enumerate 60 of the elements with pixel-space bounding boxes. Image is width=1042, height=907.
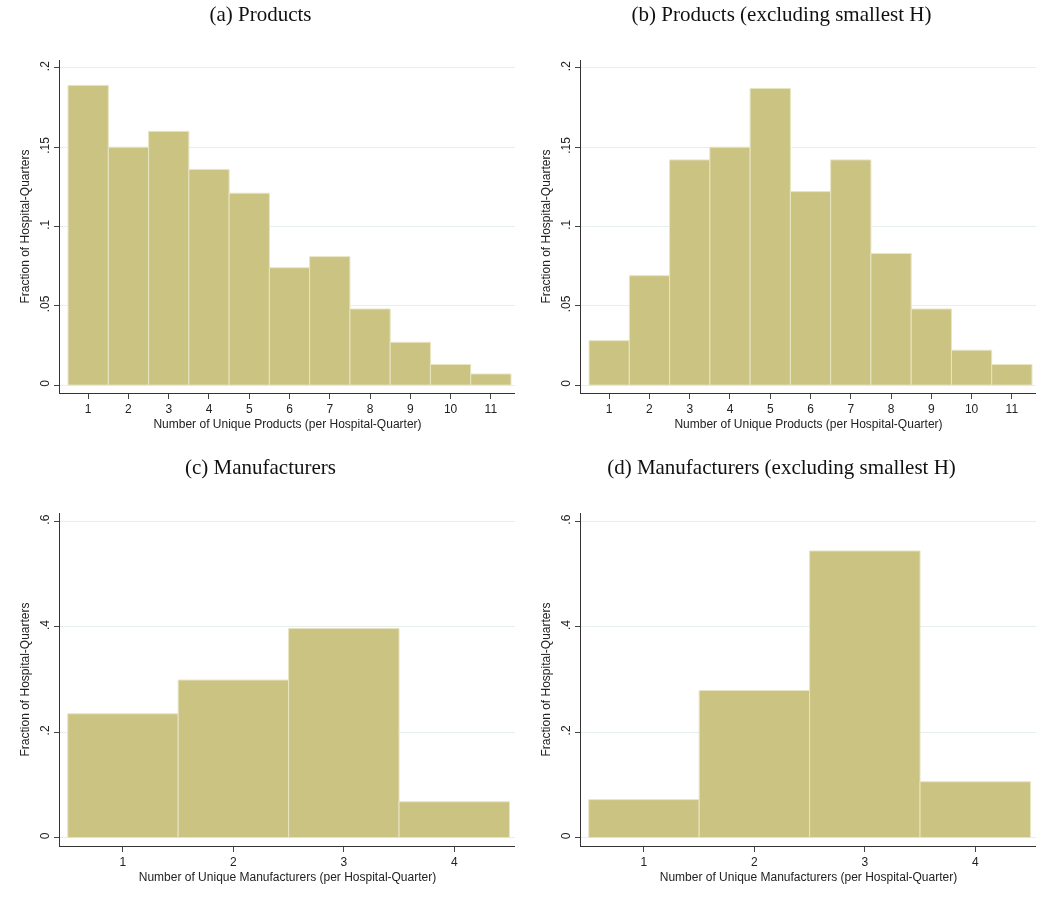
x-axis-title: Number of Unique Manufacturers (per Hospital-Quarter) <box>659 870 958 885</box>
x-tick-label: 8 <box>887 402 895 417</box>
x-tick-label: 10 <box>964 402 979 417</box>
x-tick-label: 8 <box>366 402 374 417</box>
y-tick-label: .1 <box>38 219 53 230</box>
x-tick-label: 2 <box>125 402 133 417</box>
x-tick-label: 2 <box>751 855 759 870</box>
x-tick-label: 3 <box>340 855 348 870</box>
y-tick-label: .2 <box>38 725 53 736</box>
y-axis-title: Fraction of Hospital-Quarters <box>538 149 553 304</box>
x-tick-label: 4 <box>726 402 734 417</box>
x-tick-label: 1 <box>84 402 92 417</box>
y-tick-label: .6 <box>559 514 574 525</box>
y-axis-title: Fraction of Hospital-Quarters <box>17 602 32 757</box>
x-axis-title: Number of Unique Products (per Hospital-Quarter) <box>674 417 943 432</box>
y-tick-label: .2 <box>559 60 574 72</box>
y-tick-label: .6 <box>38 514 53 525</box>
x-tick-label: 1 <box>119 855 127 870</box>
y-axis-title: Fraction of Hospital-Quarters <box>538 602 553 757</box>
y-tick-label: .05 <box>38 295 53 313</box>
x-tick-label: 4 <box>205 402 213 417</box>
y-tick-label: .15 <box>38 136 53 154</box>
y-tick-label: .15 <box>559 136 574 154</box>
chart-title: (c) Manufacturers <box>185 455 336 480</box>
x-axis-title: Number of Unique Manufacturers (per Hospital-Quarter) <box>138 870 437 885</box>
y-axis-title: Fraction of Hospital-Quarters <box>17 149 32 304</box>
x-tick-label: 11 <box>1005 402 1019 417</box>
x-tick-label: 2 <box>230 855 238 870</box>
x-tick-label: 10 <box>443 402 458 417</box>
y-tick-label: .2 <box>559 725 574 736</box>
y-tick-label: 0 <box>38 379 53 387</box>
chart-title: (b) Products (excluding smallest H) <box>631 2 932 27</box>
x-axis-title: Number of Unique Products (per Hospital-Quarter) <box>153 417 422 432</box>
x-tick-label: 9 <box>406 402 414 417</box>
x-tick-label: 4 <box>450 855 458 870</box>
y-tick-label: .4 <box>559 619 574 631</box>
x-tick-label: 5 <box>766 402 774 417</box>
x-tick-label: 6 <box>807 402 815 417</box>
x-tick-label: 4 <box>971 855 979 870</box>
y-tick-label: 0 <box>38 832 53 840</box>
y-tick-label: .1 <box>559 219 574 230</box>
x-tick-label: 7 <box>326 402 334 417</box>
x-tick-label: 3 <box>861 855 869 870</box>
x-tick-label: 7 <box>847 402 855 417</box>
x-tick-label: 3 <box>686 402 694 417</box>
x-tick-label: 2 <box>646 402 654 417</box>
y-tick-label: 0 <box>559 379 574 387</box>
x-tick-label: 6 <box>286 402 294 417</box>
y-tick-label: .2 <box>38 60 53 72</box>
x-tick-label: 5 <box>245 402 253 417</box>
y-tick-label: 0 <box>559 832 574 840</box>
y-tick-label: .05 <box>559 295 574 313</box>
x-tick-label: 9 <box>927 402 935 417</box>
x-tick-label: 1 <box>605 402 613 417</box>
x-tick-label: 11 <box>484 402 498 417</box>
chart-title: (d) Manufacturers (excluding smallest H) <box>607 455 956 480</box>
chart-title: (a) Products <box>209 2 312 27</box>
x-tick-label: 1 <box>640 855 648 870</box>
y-tick-label: .4 <box>38 619 53 631</box>
x-tick-label: 3 <box>165 402 173 417</box>
